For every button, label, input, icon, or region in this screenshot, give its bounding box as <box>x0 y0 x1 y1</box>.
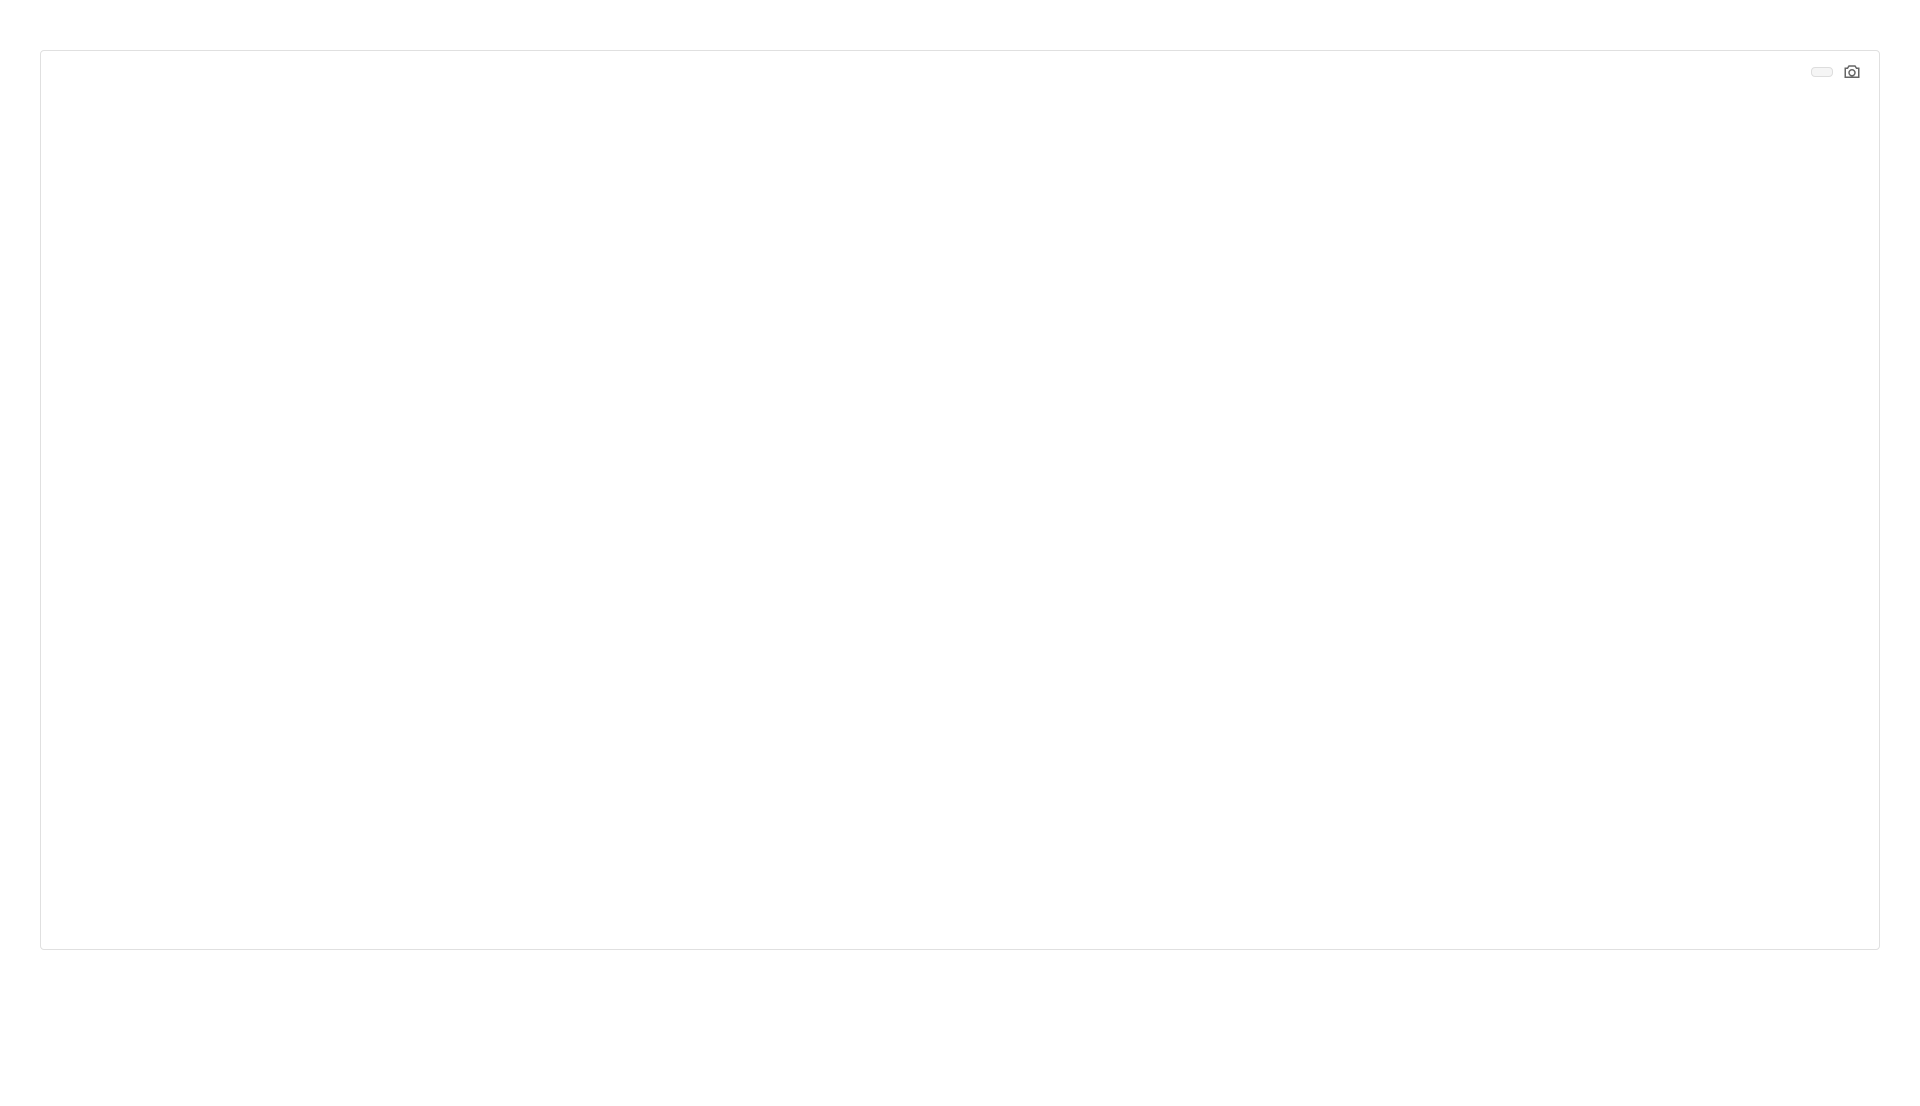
camera-icon[interactable] <box>1843 63 1861 81</box>
plot-area <box>59 89 1861 919</box>
top-bar <box>59 63 1861 81</box>
footer <box>40 950 1880 980</box>
controls <box>1811 63 1861 81</box>
chart-container <box>40 50 1880 950</box>
reset-zoom-button[interactable] <box>1811 67 1833 77</box>
plot-svg <box>59 89 1861 919</box>
